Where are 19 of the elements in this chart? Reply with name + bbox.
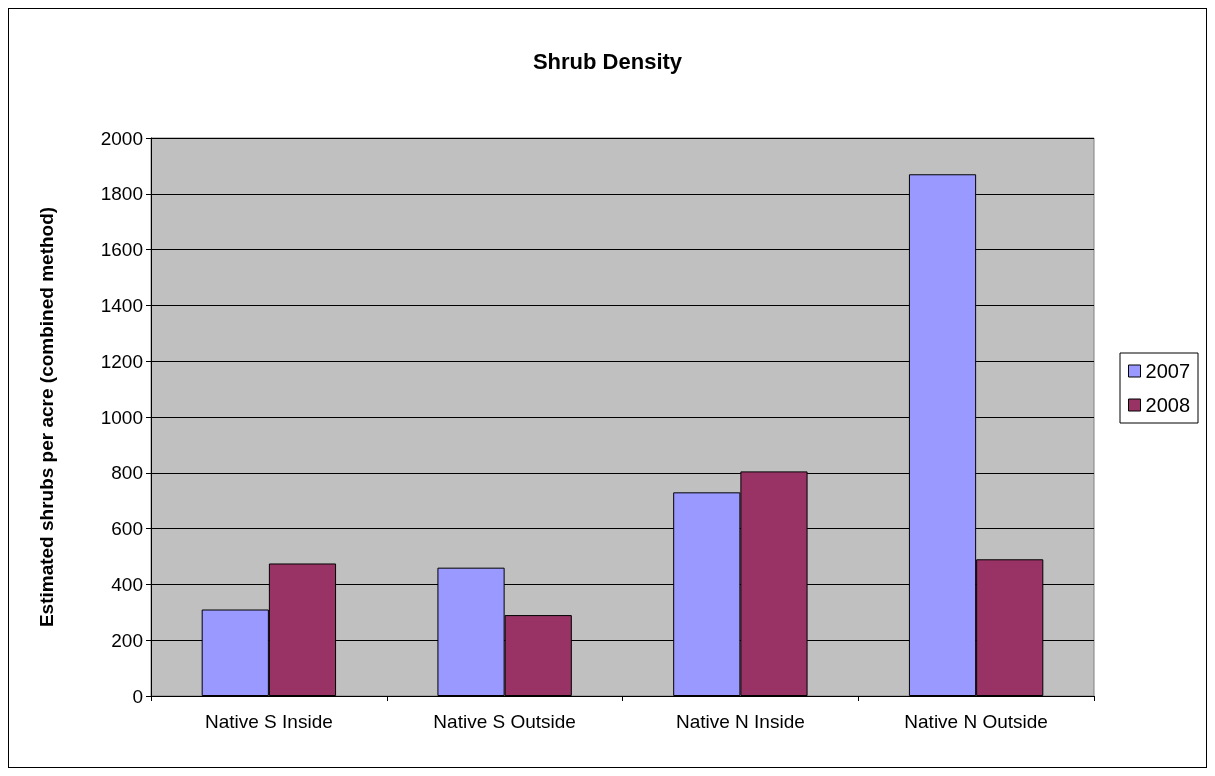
x-tick-label: Native N Inside (675, 711, 805, 732)
y-tick-label: 1600 (100, 239, 143, 261)
y-tick-label: 1800 (100, 183, 143, 205)
chart-title: Shrub Density (532, 48, 683, 74)
y-tick-label: 1400 (100, 294, 143, 316)
y-tick-label: 600 (111, 518, 143, 540)
y-tick-label: 1000 (100, 406, 143, 428)
legend-label: 2007 (1145, 360, 1191, 382)
legend-label: 2008 (1145, 394, 1191, 416)
y-tick-label: 200 (111, 629, 143, 651)
y-tick-label: 800 (111, 462, 143, 484)
x-tick-label: Native S Outside (433, 711, 576, 732)
x-tick-label: Native S Inside (204, 711, 333, 732)
y-axis-title: Estimated shrubs per acre (combined method) (36, 206, 57, 628)
y-tick-label: 2000 (100, 127, 143, 149)
y-tick-label: 1200 (100, 350, 143, 372)
x-tick-label: Native N Outside (904, 711, 1048, 732)
y-tick-label: 0 (132, 685, 143, 707)
y-tick-label: 400 (111, 573, 143, 595)
